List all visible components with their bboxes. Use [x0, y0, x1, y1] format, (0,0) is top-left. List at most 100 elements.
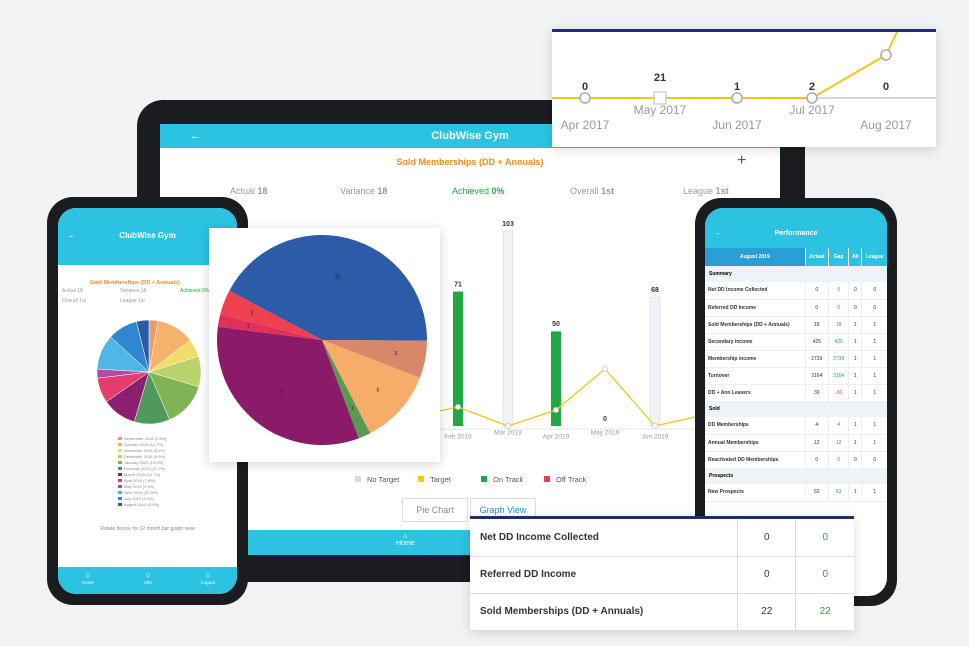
cell: 0: [736, 519, 796, 556]
pie-slice: [322, 340, 427, 378]
cell: 0: [861, 282, 887, 299]
slice-label: 1: [247, 323, 250, 329]
cell: 0: [827, 451, 849, 468]
slice-label: 22: [335, 274, 341, 280]
stat-label: Variance: [120, 288, 140, 294]
target-line: [552, 31, 898, 99]
cell: 0: [827, 299, 849, 316]
cell: 22: [795, 593, 854, 630]
cell: 0: [848, 282, 862, 299]
cell: 425: [827, 333, 849, 350]
section-row: Summary: [705, 266, 887, 282]
cell: 18: [804, 316, 829, 333]
cell: 0: [795, 556, 854, 593]
pie-chart: 22 3 6 1 17 1 2: [217, 234, 427, 445]
target-point: [455, 404, 461, 410]
legend-label: January 2019 (13.9%): [124, 460, 164, 465]
stat-value: 0%: [491, 186, 505, 196]
bar: [551, 331, 561, 426]
slice-label: 6: [376, 387, 379, 393]
slice-label: 1: [351, 406, 354, 412]
cell: 63: [804, 484, 829, 501]
column-header: All: [848, 248, 862, 266]
phone-title: Sold Memberships (DD + Annuals): [90, 280, 180, 286]
back-arrow[interactable]: ←: [68, 231, 76, 240]
x-tick-label: May 2019: [591, 430, 620, 437]
data-row: Sold Memberships (DD + Annuals) 18 18 1 1: [705, 316, 887, 333]
stat: Overall 1st: [570, 186, 614, 196]
point-label: 21: [654, 72, 666, 84]
stat: Achieved 0%: [180, 288, 209, 294]
row-label: DD + Ann Leavers: [708, 389, 751, 396]
row-label: Turnover: [708, 372, 730, 379]
add-button[interactable]: +: [737, 152, 747, 169]
tab-button[interactable]: Pie Chart: [402, 498, 468, 522]
stat-label: Overall: [62, 298, 78, 304]
legend-label: April 2019 (7.8%): [124, 478, 156, 483]
nav-label: Logout: [201, 580, 215, 585]
column-header: Gap: [827, 248, 849, 266]
cell: 0: [827, 282, 849, 299]
section-title: Sold: [709, 406, 720, 413]
tablet: ← ClubWise Gym Sold Memberships (DD + Ann…: [137, 100, 805, 582]
target-point: [553, 407, 559, 413]
point-marker: [653, 91, 667, 105]
point-label: 0: [883, 81, 889, 93]
legend-label: Off Track: [556, 475, 587, 484]
back-arrow[interactable]: ←: [190, 130, 201, 142]
stat-label: Achieved: [180, 288, 201, 294]
legend-label: July 2019 (9.3%): [124, 496, 155, 501]
row-label: DD Memberships: [708, 422, 749, 429]
bar-label: 68: [651, 287, 659, 294]
legend-label: No Target: [367, 475, 400, 484]
point-marker: [806, 92, 818, 104]
row-label: Referred DD Income: [480, 569, 577, 580]
cell: 30: [804, 384, 829, 401]
small-pie: September 2018 (2.8%)October 2018 (11.7%…: [96, 319, 202, 507]
point-marker: [880, 49, 892, 61]
back-arrow[interactable]: ←: [715, 230, 722, 237]
legend-swatch: [118, 497, 122, 500]
bar-label: 0: [603, 416, 607, 423]
month-label: Apr 2017: [561, 118, 610, 132]
data-row: Referred DD Income 0 0 0 0: [705, 299, 887, 316]
row-label: Membership income: [708, 355, 757, 362]
legend-label: On Track: [493, 475, 524, 484]
nav-item[interactable]: ○ Info: [138, 570, 158, 585]
stat-value: 1st: [715, 186, 729, 196]
legend-label: March 2019 (10.7%): [124, 472, 161, 477]
data-row: DD Memberships 4 4 1 1: [705, 417, 887, 434]
point-label: 2: [809, 81, 815, 93]
cell: 1: [848, 417, 862, 434]
stat-value: 18: [77, 288, 83, 294]
cell: 1: [861, 333, 887, 350]
cell: 1: [848, 484, 862, 501]
legend-swatch: [118, 491, 122, 494]
row-label: Net DD Income Collected: [480, 531, 599, 543]
cell: 1: [861, 350, 887, 367]
legend-label: August 2019 (3.9%): [124, 502, 160, 507]
cell: 0: [861, 299, 887, 316]
slice-label: 2: [251, 310, 254, 316]
nav-item[interactable]: ○ Logout: [198, 570, 218, 585]
nav-item[interactable]: ○ Home: [78, 570, 98, 585]
nav-home[interactable]: ⌂ Home: [396, 533, 415, 547]
pie-slice: [322, 340, 371, 439]
app-title: Performance: [774, 230, 818, 237]
cell: 0: [848, 451, 862, 468]
cell: 1: [861, 434, 887, 451]
phone-nav: ○ Home ○ Info ○ Logout: [58, 567, 237, 594]
bar-chart: 71 103 50 0 68 Feb 2019 Mar 2019 Apr 2019 May 20…: [355, 221, 696, 484]
stat: Variance 18: [120, 288, 146, 294]
section-row: Sold: [705, 401, 887, 417]
month-selector[interactable]: August 2019: [705, 248, 806, 266]
nav-icon: ○: [145, 570, 151, 580]
app-title: ClubWise Gym: [431, 130, 509, 142]
legend-swatch: [118, 473, 122, 476]
rotate-note: Rotate device for 12 month bar graph vie…: [100, 526, 195, 532]
cell: 0: [848, 299, 862, 316]
cell: 1: [861, 316, 887, 333]
section-title: Prospects: [709, 473, 734, 480]
x-tick-label: Jun 2019: [642, 434, 669, 441]
